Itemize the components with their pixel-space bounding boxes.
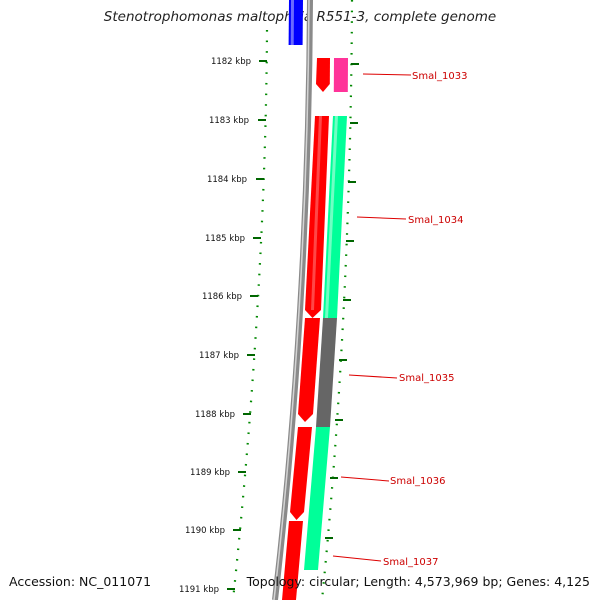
- reverse-orf-track: [304, 58, 348, 570]
- tick-label-1189: 1189 kbp: [190, 468, 230, 478]
- tick-label-1190: 1190 kbp: [185, 526, 225, 536]
- leader-smal-1036: [340, 476, 390, 482]
- forward-cds-track: [282, 58, 330, 600]
- tick-label-1191: 1191 kbp: [179, 585, 219, 595]
- leader-smal-1034: [356, 216, 407, 220]
- gene-label-smal-1037[interactable]: Smal_1037: [383, 557, 438, 568]
- ruler-ticks: [227, 60, 359, 590]
- gene-label-smal-1034[interactable]: Smal_1034: [408, 215, 463, 226]
- gene-label-smal-1033[interactable]: Smal_1033: [412, 71, 467, 82]
- tick-label-1182: 1182 kbp: [211, 57, 251, 67]
- accession-label: Accession: NC_011071: [9, 574, 152, 589]
- cds-arrow-smal-1036[interactable]: [290, 427, 312, 520]
- leader-smal-1033: [362, 73, 412, 76]
- tick-label-1187: 1187 kbp: [199, 351, 239, 361]
- orf-green-2[interactable]: [304, 427, 330, 570]
- backbone-arc: [272, 0, 313, 600]
- tick-label-1186: 1186 kbp: [202, 292, 242, 302]
- gene-label-smal-1036[interactable]: Smal_1036: [390, 476, 445, 487]
- orf-pink[interactable]: [333, 58, 348, 92]
- gene-labels: Smal_1033 Smal_1034 Smal_1035 Smal_1036 …: [383, 71, 467, 568]
- tick-label-1188: 1188 kbp: [195, 410, 235, 420]
- ruler-tick-labels: 1182 kbp 1183 kbp 1184 kbp 1185 kbp 1186…: [179, 57, 251, 595]
- orf-green-highlight: [325, 116, 338, 318]
- cds-highlight: [311, 116, 322, 310]
- topology-label: Topology: circular; Length: 4,573,969 bp…: [246, 574, 590, 589]
- orf-gray[interactable]: [316, 318, 337, 427]
- cds-arrow-smal-1037[interactable]: [282, 521, 303, 600]
- gene-label-smal-1035[interactable]: Smal_1035: [399, 373, 454, 384]
- tick-label-1185: 1185 kbp: [205, 234, 245, 244]
- cds-arrow-smal-1035[interactable]: [298, 318, 320, 422]
- leader-smal-1037: [332, 555, 382, 562]
- tick-label-1184: 1184 kbp: [207, 175, 247, 185]
- tick-label-1183: 1183 kbp: [209, 116, 249, 126]
- cds-arrow-smal-1033[interactable]: [316, 58, 330, 92]
- gene-label-leaders: [332, 73, 412, 562]
- backbone-arc-highlight: [273, 0, 310, 600]
- leader-smal-1035: [348, 374, 398, 379]
- feature-blue-top-highlight: [290, 0, 294, 45]
